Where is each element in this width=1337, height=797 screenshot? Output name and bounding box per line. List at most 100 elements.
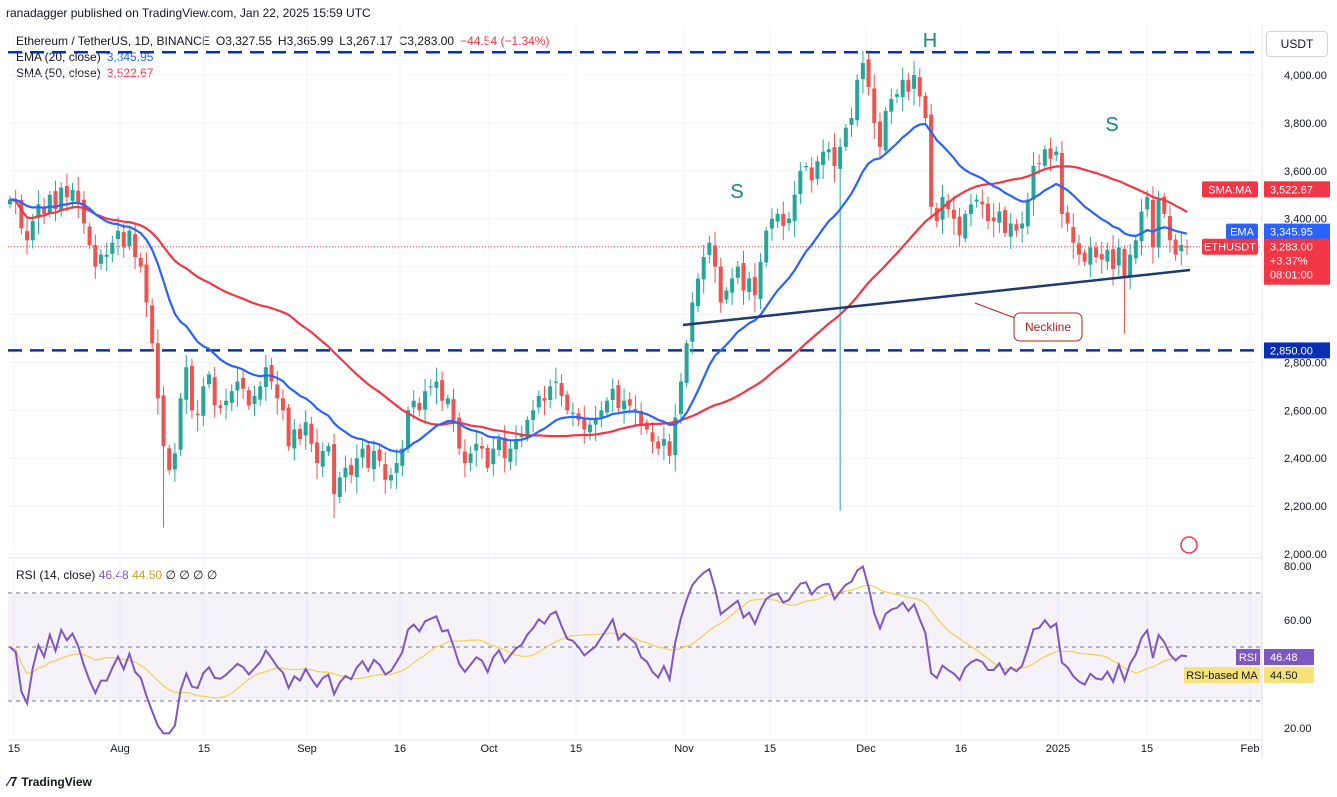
- candle-body: [195, 413, 200, 416]
- candle-body: [1156, 199, 1161, 248]
- level-tag-value: 2,850.00: [1270, 345, 1313, 357]
- candle-body: [593, 419, 598, 425]
- candle-body: [531, 410, 536, 420]
- candle-body: [184, 367, 189, 400]
- candle-body: [70, 189, 75, 201]
- price-tag-value: 3,283.00: [1270, 242, 1313, 254]
- candle-body: [605, 400, 610, 413]
- rsi-legend-value: 46.48: [98, 568, 129, 582]
- candles: [8, 50, 1189, 528]
- candle-body: [786, 218, 791, 224]
- neckline-label-box: [1013, 312, 1083, 342]
- open-value: O3,327.55: [215, 34, 272, 48]
- candle-body: [1042, 149, 1047, 166]
- candle-body: [1139, 211, 1144, 241]
- rsi-tag-value-bg: [1264, 649, 1314, 665]
- candle-body: [1133, 240, 1138, 259]
- candle-body: [525, 419, 530, 438]
- price-tag-value: 3,522.67: [1270, 184, 1313, 196]
- candle-body: [178, 398, 183, 450]
- candle-body: [1048, 148, 1053, 159]
- candle-body: [371, 451, 376, 470]
- candle-body: [536, 395, 541, 408]
- candle-body: [707, 242, 712, 255]
- candle-body: [838, 146, 843, 169]
- candle-body: [36, 204, 41, 219]
- candle-body: [468, 453, 473, 463]
- candle-body: [1116, 247, 1121, 266]
- candle-body: [923, 95, 928, 119]
- time-tick-label: Feb: [1241, 743, 1260, 755]
- candle-body: [929, 114, 934, 207]
- candle-body: [258, 386, 263, 400]
- published-note: ranadagger published on TradingView.com,…: [6, 6, 371, 20]
- candle-body: [622, 400, 627, 410]
- candle-body: [1054, 151, 1059, 156]
- candle-body: [570, 412, 575, 414]
- candle-body: [320, 451, 325, 467]
- rsi-tag-value: 46.48: [1270, 652, 1298, 664]
- time-tick-label: Aug: [110, 743, 130, 755]
- candle-body: [684, 343, 689, 383]
- candle-body: [946, 200, 951, 210]
- candle-body: [25, 231, 30, 241]
- candle-body: [474, 443, 479, 451]
- price-tick-label: 4,000.00: [1284, 70, 1327, 82]
- candle-body: [661, 439, 666, 446]
- currency-button[interactable]: USDT: [1266, 31, 1328, 57]
- candle-body: [263, 367, 268, 388]
- rsi-tick-label: 20.00: [1284, 723, 1312, 735]
- candle-body: [843, 127, 848, 147]
- candle-body: [690, 302, 695, 342]
- candle-body: [30, 221, 35, 241]
- candle-body: [110, 242, 115, 254]
- low-value: L3,267.17: [339, 34, 393, 48]
- price-tag-name: ETHUSDT: [1204, 242, 1256, 254]
- rsi-tick-label: 60.00: [1284, 615, 1312, 627]
- candle-body: [19, 199, 24, 229]
- candle-body: [150, 305, 155, 344]
- footer-brand[interactable]: ⁄7 TradingView: [8, 774, 92, 789]
- sma-legend-label[interactable]: SMA (50, close): [16, 66, 101, 80]
- candle-body: [383, 464, 388, 480]
- price-tick-label: 2,200.00: [1284, 501, 1327, 513]
- symbol-title[interactable]: Ethereum / TetherUS, 1D, BINANCE: [16, 34, 210, 48]
- candle-body: [1065, 212, 1070, 224]
- candle-body: [713, 245, 718, 267]
- neckline-line: [682, 268, 1191, 327]
- candle-body: [1162, 196, 1167, 214]
- candle-body: [104, 254, 109, 257]
- candle-body: [826, 149, 831, 153]
- candle-body: [582, 417, 587, 430]
- candle-body: [496, 439, 501, 451]
- price-tick-label: 2,600.00: [1284, 405, 1327, 417]
- time-tick-label: Dec: [856, 743, 876, 755]
- candle-body: [1122, 248, 1127, 279]
- candle-body: [889, 98, 894, 112]
- candle-body: [1014, 224, 1019, 231]
- ema-legend-label[interactable]: EMA (20, close): [16, 50, 101, 64]
- candle-body: [451, 399, 456, 420]
- candle-body: [781, 213, 786, 226]
- candle-body: [502, 437, 507, 459]
- candle-body: [212, 377, 217, 406]
- candle-body: [616, 385, 621, 408]
- candle-body: [229, 391, 234, 403]
- rsi-tick-label: 80.00: [1284, 561, 1312, 573]
- close-value: C3,283.00: [398, 34, 455, 48]
- pattern-label-s: S: [730, 181, 743, 203]
- rsi-tag-name-bg: [1236, 649, 1260, 665]
- candle-body: [93, 245, 98, 267]
- candle-body: [189, 365, 194, 411]
- rsi-tag-name-bg: [1184, 667, 1260, 683]
- candle-body: [849, 118, 854, 125]
- candle-body: [98, 254, 103, 264]
- price-tick-label: 2,800.00: [1284, 357, 1327, 369]
- candle-body: [144, 264, 149, 303]
- rsi-legend-label[interactable]: RSI (14, close): [16, 568, 96, 582]
- candle-body: [809, 167, 814, 181]
- candle-body: [81, 199, 86, 224]
- candle-body: [138, 257, 143, 267]
- candle-body: [1150, 200, 1155, 248]
